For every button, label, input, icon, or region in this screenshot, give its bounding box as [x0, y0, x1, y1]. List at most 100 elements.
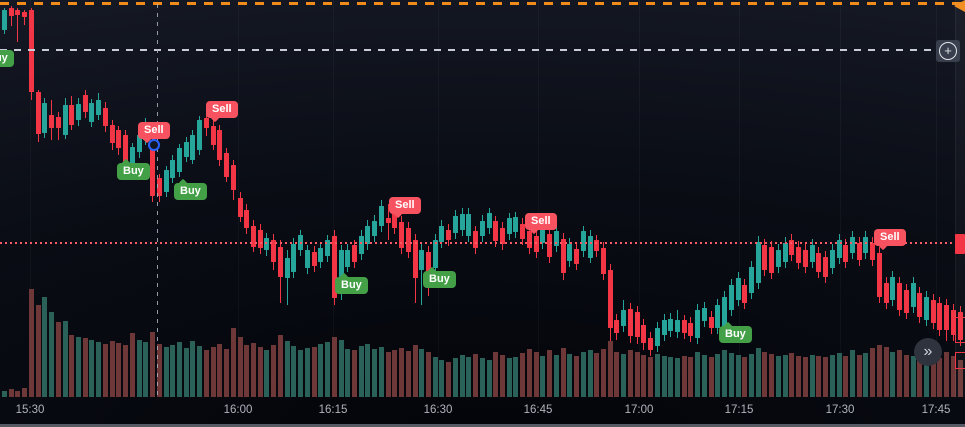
volume-bar — [903, 355, 909, 397]
volume-bar — [560, 348, 566, 397]
candle — [365, 226, 371, 244]
candle — [136, 135, 142, 152]
candle — [479, 221, 485, 236]
candle — [816, 253, 822, 272]
volume-bar — [129, 333, 135, 397]
volume-bar — [924, 357, 929, 397]
candle — [722, 297, 728, 327]
gridline — [840, 0, 841, 397]
volume-bar — [796, 356, 802, 397]
volume-bar — [580, 352, 586, 397]
scroll-right-chevrons-button[interactable]: » — [914, 338, 942, 366]
candle — [493, 221, 499, 241]
volume-bar — [836, 353, 842, 397]
buy-signal-label[interactable]: Buy — [174, 178, 207, 200]
volume-bar — [910, 356, 916, 397]
volume-bar — [500, 355, 506, 397]
time-label: 17:30 — [825, 404, 855, 416]
candle — [190, 135, 196, 160]
sell-signal-label[interactable]: Sell — [138, 122, 170, 144]
candle — [910, 283, 916, 307]
volume-bar — [654, 354, 660, 397]
volume-bar — [156, 344, 162, 397]
candle — [634, 312, 640, 337]
buy-signal-label[interactable]: Buy — [117, 158, 150, 180]
candle — [176, 148, 182, 172]
volume-bar — [594, 353, 600, 397]
volume-bar — [203, 350, 209, 397]
gridline — [639, 0, 640, 397]
volume-bar — [372, 349, 378, 397]
price-tag-outline — [955, 317, 965, 343]
buy-signal-label[interactable]: Buy — [335, 272, 368, 294]
candle — [466, 214, 472, 236]
candle — [345, 250, 351, 267]
candle-wick — [24, 10, 26, 25]
candle — [661, 320, 667, 335]
volume-bar — [520, 353, 526, 397]
volume-bar — [230, 328, 236, 397]
candle — [446, 230, 452, 240]
signal-label-tail — [178, 178, 188, 188]
volume-bar — [486, 360, 492, 397]
volume-bar — [304, 348, 310, 397]
candle — [540, 228, 546, 243]
volume-bar — [870, 348, 876, 397]
sell-signal-label[interactable]: Sell — [874, 229, 906, 251]
volume-bar — [163, 347, 169, 397]
candle — [513, 217, 519, 232]
volume-bar — [829, 355, 835, 397]
add-alert-plus-icon[interactable]: + — [939, 42, 957, 60]
buy-signal-label[interactable]: Buy — [423, 266, 456, 288]
candle — [600, 248, 606, 274]
candle — [897, 283, 903, 310]
volume-bar — [715, 354, 721, 397]
candle — [675, 320, 680, 332]
volume-bar — [432, 357, 438, 397]
candle — [102, 108, 108, 126]
volume-bar — [917, 354, 923, 397]
candle — [109, 125, 115, 143]
time-label: 16:15 — [318, 404, 348, 416]
volume-bar — [749, 354, 755, 397]
sell-signal-label[interactable]: Sell — [389, 197, 421, 219]
volume-bar — [890, 352, 896, 397]
volume-bar — [439, 360, 445, 397]
candle — [681, 320, 687, 333]
volume-bar — [237, 337, 243, 397]
candle — [930, 300, 936, 323]
volume-bar — [419, 349, 425, 397]
signal-point-marker — [148, 139, 160, 151]
sell-signal-label[interactable]: Sell — [525, 213, 557, 235]
candle — [728, 285, 734, 310]
candle — [789, 240, 795, 255]
price-axis-strip[interactable] — [955, 0, 965, 397]
volume-bar — [318, 344, 324, 397]
volume-bar — [526, 349, 532, 397]
volume-bar — [284, 341, 290, 397]
sell-signal-label[interactable]: Sell — [206, 101, 238, 123]
buy-signal-label[interactable]: Buy — [0, 50, 14, 67]
volume-bar — [190, 341, 196, 397]
candle — [452, 216, 458, 233]
time-label: 17:15 — [724, 404, 754, 416]
candle — [69, 105, 75, 125]
candle — [123, 135, 129, 162]
candle — [55, 117, 61, 128]
candle — [883, 283, 889, 303]
price-tag-outline — [955, 352, 965, 369]
volume-bar — [547, 350, 553, 397]
time-axis[interactable]: 15:30 16:00 16:15 16:30 16:45 17:00 17:15 17:30… — [0, 397, 965, 427]
candle — [284, 258, 290, 278]
buy-signal-label[interactable]: Buy — [719, 321, 752, 343]
candle — [715, 305, 721, 328]
candle — [500, 228, 506, 244]
candle — [96, 100, 102, 115]
candle — [372, 221, 378, 236]
volume-bar — [123, 345, 129, 397]
volume-bar — [183, 348, 189, 397]
candle — [197, 120, 203, 150]
current-price-line — [0, 242, 965, 244]
volume-bar — [614, 352, 620, 397]
volume-bar — [533, 352, 539, 397]
